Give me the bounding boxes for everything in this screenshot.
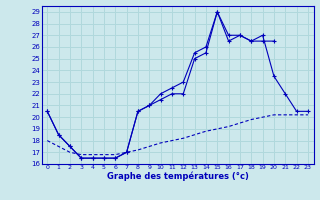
X-axis label: Graphe des températures (°c): Graphe des températures (°c) xyxy=(107,172,249,181)
